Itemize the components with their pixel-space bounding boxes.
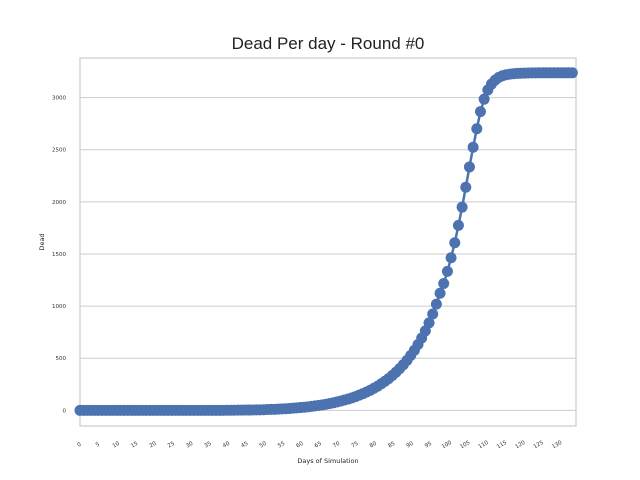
x-tick-label: 40 [222, 441, 231, 450]
y-tick-label: 1000 [52, 304, 66, 310]
plot-frame [79, 57, 577, 427]
x-tick-label: 100 [441, 440, 454, 451]
data-point [434, 287, 446, 299]
y-tick-label: 1500 [52, 252, 66, 258]
x-axis-ticks: 0 5 10 15 20 25 30 35 40 45 50 55 60 65 70 75 80 85 90 95 10… [76, 440, 563, 451]
x-tick-label: 90 [406, 441, 415, 450]
data-point [449, 237, 461, 249]
x-tick-label: 30 [185, 441, 194, 450]
series-points [74, 67, 578, 416]
x-tick-label: 20 [148, 441, 157, 450]
y-axis-label: Dead [38, 233, 46, 250]
y-tick-label: 0 [63, 408, 67, 414]
data-point [445, 252, 457, 264]
series-line [80, 71, 573, 412]
x-tick-label: 10 [112, 441, 121, 450]
x-axis-label: Days of Simulation [297, 457, 358, 465]
x-tick-label: 115 [496, 440, 509, 451]
y-axis-ticks: 0 500 1000 1500 2000 2500 3000 [52, 96, 67, 415]
data-point [441, 265, 453, 277]
data-point [438, 277, 450, 289]
data-point [566, 67, 578, 79]
chart-title: Dead Per day - Round #0 [232, 34, 425, 53]
data-point [471, 123, 483, 135]
y-tick-label: 2000 [52, 200, 66, 206]
x-tick-label: 95 [424, 441, 433, 450]
data-point [463, 161, 475, 173]
data-point [456, 201, 468, 213]
x-tick-label: 5 [95, 441, 101, 448]
x-tick-label: 105 [459, 440, 472, 451]
data-point [474, 106, 486, 118]
x-tick-label: 60 [295, 441, 304, 450]
data-point [423, 317, 435, 329]
x-tick-label: 45 [240, 441, 249, 450]
x-tick-label: 0 [76, 441, 82, 448]
data-point [452, 219, 464, 231]
x-tick-label: 125 [533, 440, 546, 451]
x-tick-label: 50 [259, 441, 268, 450]
gridlines [80, 97, 576, 411]
x-tick-label: 55 [277, 441, 286, 450]
data-point [430, 298, 442, 310]
x-tick-label: 80 [369, 441, 378, 450]
data-point [427, 308, 439, 320]
y-tick-label: 500 [56, 356, 67, 362]
y-tick-label: 2500 [52, 148, 66, 154]
x-tick-label: 110 [478, 440, 491, 451]
x-tick-label: 85 [387, 441, 396, 450]
x-tick-label: 35 [204, 441, 213, 450]
x-tick-label: 65 [314, 441, 323, 450]
y-tick-label: 3000 [52, 96, 66, 102]
data-point [478, 93, 490, 105]
data-point [467, 141, 479, 153]
x-tick-label: 15 [130, 441, 139, 450]
x-tick-label: 70 [332, 441, 341, 450]
x-tick-label: 120 [514, 440, 527, 451]
x-tick-label: 130 [551, 440, 564, 451]
data-point [460, 181, 472, 193]
x-tick-label: 25 [167, 441, 176, 450]
x-tick-label: 75 [351, 441, 360, 450]
